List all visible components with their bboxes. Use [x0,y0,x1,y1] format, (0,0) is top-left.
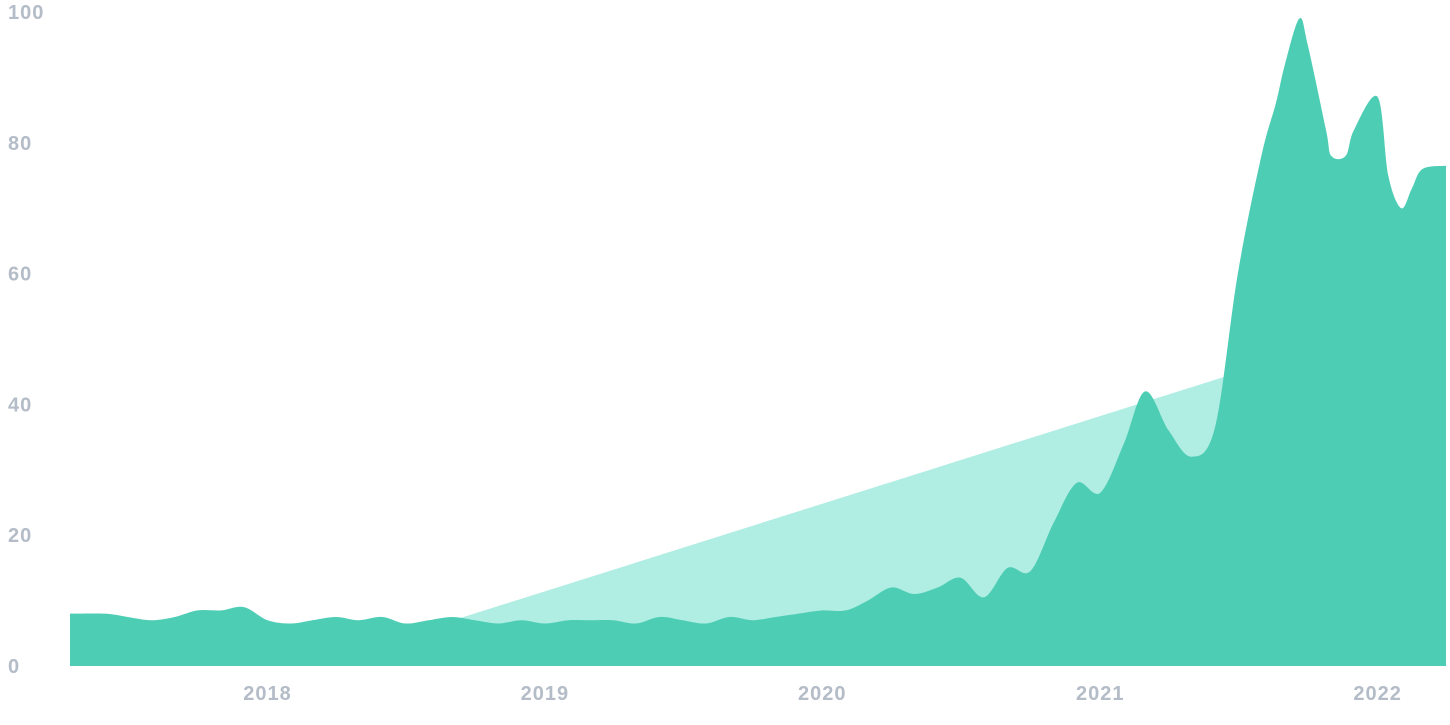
x-tick-label: 2021 [1076,683,1125,705]
y-tick-label: 40 [8,394,32,416]
y-tick-label: 60 [8,264,32,286]
x-tick-label: 2019 [521,683,570,705]
x-tick-label: 2020 [798,683,847,705]
y-tick-label: 100 [8,2,44,24]
y-tick-label: 80 [8,133,32,155]
y-tick-label: 20 [8,525,32,547]
x-axis: 2018 2019 2020 2021 2022 [243,683,1402,705]
x-tick-label: 2022 [1353,683,1402,705]
y-tick-label: 0 [8,656,20,678]
x-tick-label: 2018 [243,683,292,705]
interest-area [70,17,1446,667]
y-axis: 0 20 40 60 80 100 [8,2,44,678]
